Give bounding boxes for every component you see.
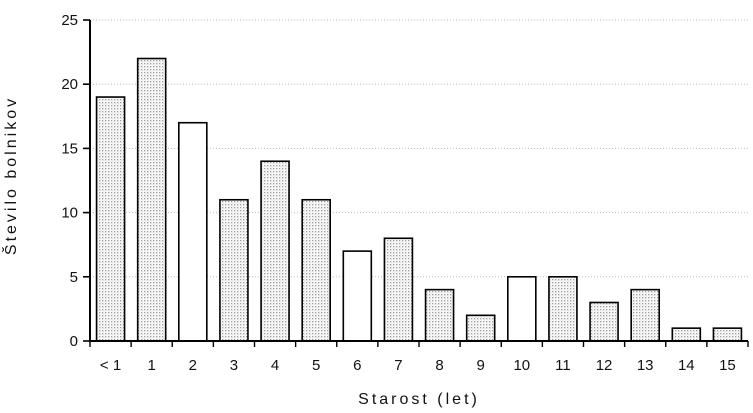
bar-13 xyxy=(630,288,660,342)
bars xyxy=(95,57,743,342)
x-tick-label: 10 xyxy=(513,357,530,374)
y-tick-label: 20 xyxy=(61,76,78,93)
y-axis-title: Število bolnikov xyxy=(1,96,20,255)
x-tick-label: 4 xyxy=(271,357,279,374)
bar-7 xyxy=(383,237,414,342)
x-tick-label: 15 xyxy=(719,357,736,374)
bar-3 xyxy=(219,198,249,342)
x-tick-label: 12 xyxy=(596,357,613,374)
axes xyxy=(83,19,749,347)
bar-1 xyxy=(136,57,167,342)
x-tick-label: 2 xyxy=(189,357,197,374)
x-tick-label: 3 xyxy=(230,357,238,374)
bar-10 xyxy=(507,275,537,342)
x-tick-label: 11 xyxy=(555,357,571,374)
bar-15 xyxy=(712,327,743,342)
bar-14 xyxy=(671,327,702,342)
x-tick-label: 9 xyxy=(477,357,485,374)
x-tick-label: 8 xyxy=(435,357,443,374)
bar-4 xyxy=(260,160,290,342)
x-tick-label: 7 xyxy=(394,357,402,374)
bar-12 xyxy=(589,301,619,342)
bar-9 xyxy=(465,314,496,342)
bar-2 xyxy=(178,121,208,342)
x-tick-label: < 1 xyxy=(100,357,121,374)
bar-1 xyxy=(95,96,126,342)
x-tick-label: 5 xyxy=(312,357,320,374)
bar-11 xyxy=(548,275,578,342)
x-tick-label: 1 xyxy=(148,357,156,374)
y-tick-label: 25 xyxy=(61,12,78,29)
bar-5 xyxy=(301,198,331,342)
x-tick-label: 6 xyxy=(353,357,361,374)
y-tick-label: 0 xyxy=(70,333,78,350)
bar-8 xyxy=(424,288,455,342)
y-tick-label: 10 xyxy=(61,205,78,222)
y-tick-label: 15 xyxy=(61,140,78,157)
x-tick-label: 14 xyxy=(678,357,695,374)
y-tick-label: 5 xyxy=(70,269,78,286)
x-axis-title: Starost (let) xyxy=(358,391,480,408)
x-tick-label: 13 xyxy=(637,357,654,374)
bar-6 xyxy=(342,250,373,342)
